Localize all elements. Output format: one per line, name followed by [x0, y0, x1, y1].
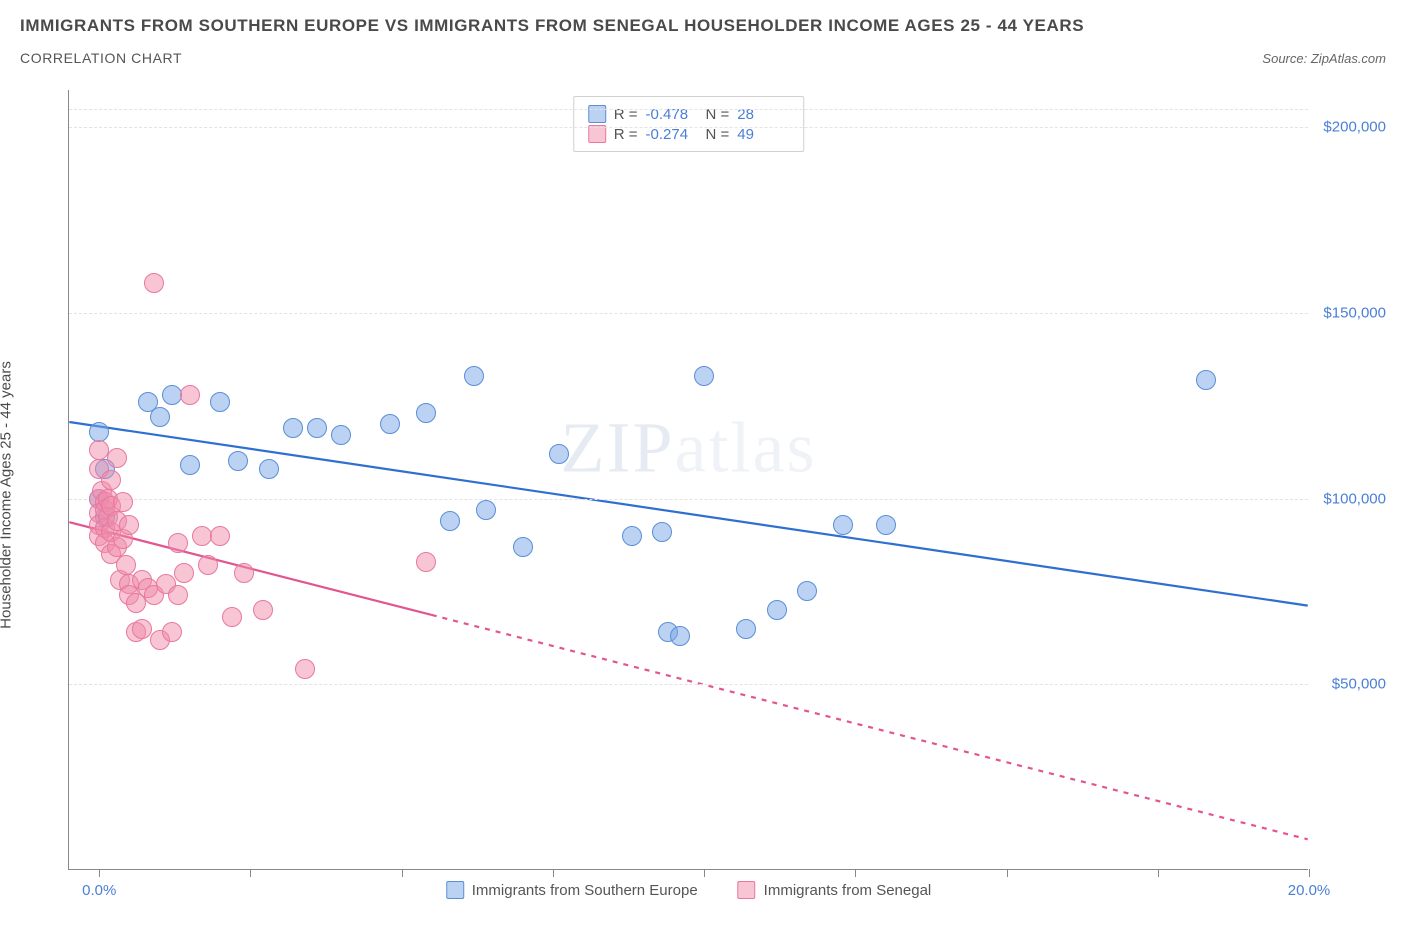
x-tick [553, 869, 554, 877]
scatter-point [736, 619, 756, 639]
watermark-thin: atlas [675, 408, 817, 488]
gridline [69, 684, 1308, 685]
scatter-point [513, 537, 533, 557]
x-tick [1007, 869, 1008, 877]
scatter-point [107, 448, 127, 468]
legend-series-item: Immigrants from Southern Europe [446, 881, 698, 899]
chart-container: Householder Income Ages 25 - 44 years ZI… [20, 80, 1386, 910]
x-tick [1158, 869, 1159, 877]
source-label: Source: [1262, 51, 1307, 66]
scatter-point [694, 366, 714, 386]
scatter-point [89, 440, 109, 460]
scatter-point [101, 470, 121, 490]
legend-series-label: Immigrants from Senegal [764, 882, 932, 899]
scatter-point [198, 555, 218, 575]
legend-series-label: Immigrants from Southern Europe [472, 882, 698, 899]
header: IMMIGRANTS FROM SOUTHERN EUROPE VS IMMIG… [0, 0, 1406, 74]
scatter-point [168, 585, 188, 605]
x-tick [1309, 869, 1310, 877]
gridline [69, 313, 1308, 314]
scatter-point [652, 522, 672, 542]
scatter-point [331, 425, 351, 445]
scatter-point [253, 600, 273, 620]
scatter-point [222, 607, 242, 627]
scatter-point [234, 563, 254, 583]
scatter-point [1196, 370, 1216, 390]
x-tick [250, 869, 251, 877]
x-axis-label: 0.0% [82, 882, 116, 899]
scatter-point [180, 455, 200, 475]
legend-series-item: Immigrants from Senegal [738, 881, 932, 899]
x-tick [855, 869, 856, 877]
legend-swatch [738, 881, 756, 899]
legend-series: Immigrants from Southern Europe Immigrant… [446, 881, 932, 899]
scatter-point [168, 533, 188, 553]
y-tick-label: $150,000 [1323, 304, 1386, 321]
scatter-point [228, 451, 248, 471]
trend-lines-svg [69, 90, 1308, 869]
gridline [69, 127, 1308, 128]
scatter-point [797, 581, 817, 601]
scatter-point [162, 385, 182, 405]
watermark-bold: ZIP [561, 408, 675, 488]
chart-subtitle: CORRELATION CHART [20, 50, 182, 66]
scatter-point [210, 526, 230, 546]
x-tick [704, 869, 705, 877]
scatter-point [876, 515, 896, 535]
x-tick [402, 869, 403, 877]
scatter-point [440, 511, 460, 531]
scatter-point [119, 515, 139, 535]
x-axis-label: 20.0% [1288, 882, 1331, 899]
scatter-point [767, 600, 787, 620]
scatter-point [622, 526, 642, 546]
trend-line [69, 422, 1307, 606]
scatter-point [476, 500, 496, 520]
source-attribution: Source: ZipAtlas.com [1262, 51, 1386, 66]
chart-title: IMMIGRANTS FROM SOUTHERN EUROPE VS IMMIG… [20, 16, 1386, 36]
trend-line [432, 615, 1308, 839]
scatter-point [144, 273, 164, 293]
scatter-point [416, 403, 436, 423]
scatter-point [464, 366, 484, 386]
scatter-point [670, 626, 690, 646]
scatter-point [210, 392, 230, 412]
scatter-point [283, 418, 303, 438]
legend-stats-box: R =-0.478N =28R =-0.274N =49 [573, 96, 805, 152]
scatter-point [259, 459, 279, 479]
scatter-point [180, 385, 200, 405]
source-name: ZipAtlas.com [1311, 51, 1386, 66]
scatter-point [307, 418, 327, 438]
y-axis-title: Householder Income Ages 25 - 44 years [0, 361, 15, 629]
scatter-point [132, 619, 152, 639]
watermark: ZIPatlas [561, 407, 817, 490]
scatter-point [295, 659, 315, 679]
scatter-point [113, 492, 133, 512]
scatter-point [89, 422, 109, 442]
legend-swatch [446, 881, 464, 899]
scatter-point [174, 563, 194, 583]
scatter-point [416, 552, 436, 572]
scatter-point [150, 407, 170, 427]
y-tick-label: $100,000 [1323, 490, 1386, 507]
y-tick-label: $50,000 [1332, 676, 1386, 693]
scatter-point [162, 622, 182, 642]
plot-area: ZIPatlas R =-0.478N =28R =-0.274N =49 Im… [68, 90, 1308, 870]
y-tick-label: $200,000 [1323, 119, 1386, 136]
scatter-point [549, 444, 569, 464]
scatter-point [833, 515, 853, 535]
subtitle-row: CORRELATION CHART Source: ZipAtlas.com [20, 50, 1386, 66]
x-tick [99, 869, 100, 877]
gridline [69, 109, 1308, 110]
scatter-point [380, 414, 400, 434]
scatter-point [192, 526, 212, 546]
gridline [69, 499, 1308, 500]
